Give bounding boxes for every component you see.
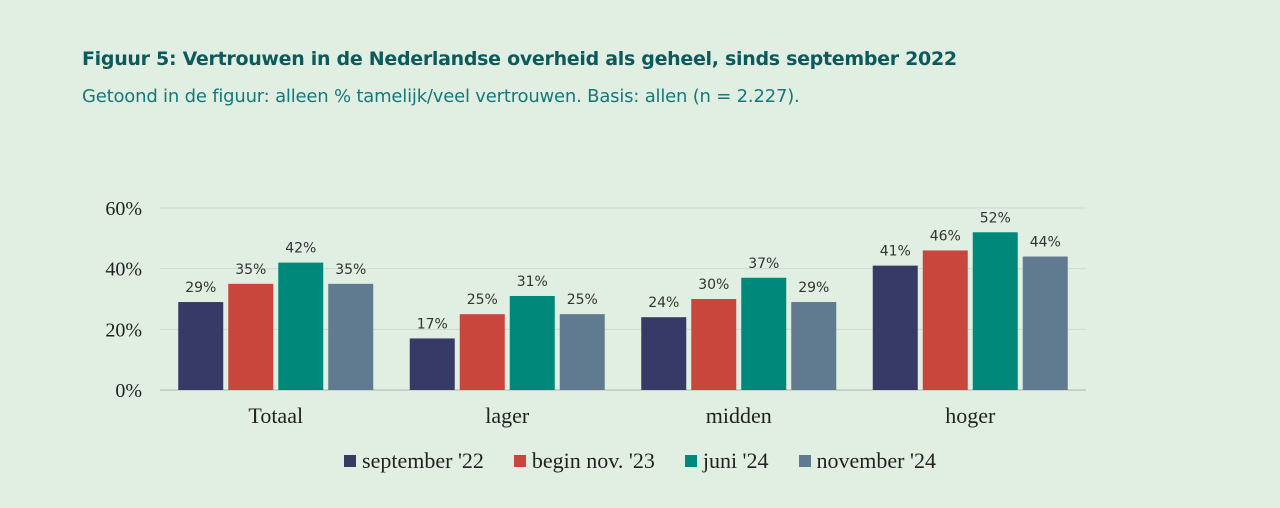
chart-subtitle: Getoond in de figuur: alleen % tamelijk/… <box>82 86 800 107</box>
x-tick-label: Totaal <box>248 403 303 428</box>
legend-swatch <box>798 455 811 467</box>
legend-item: september '22 <box>344 448 484 474</box>
data-label: 41% <box>880 244 911 260</box>
y-tick-label: 60% <box>105 198 142 220</box>
data-label: 42% <box>285 241 316 257</box>
y-tick-label: 40% <box>105 259 142 281</box>
bar <box>641 317 687 390</box>
data-label: 35% <box>235 262 266 278</box>
bar <box>872 265 918 390</box>
bar <box>691 299 737 390</box>
legend-label: juni '24 <box>702 448 769 473</box>
legend-label: september '22 <box>362 448 484 473</box>
x-tick-label: hoger <box>945 403 996 428</box>
bars <box>178 232 1068 390</box>
legend-item: juni '24 <box>684 448 769 474</box>
data-labels: 29% 35% 42% 35% 17% 25% 31% 25% 24% 30% 37% 29% 41% 4… <box>185 210 1061 332</box>
bar <box>741 277 787 390</box>
bar <box>409 338 455 390</box>
bar <box>509 295 555 390</box>
data-label: 24% <box>648 295 679 311</box>
bar <box>922 250 968 390</box>
legend-swatch <box>513 455 526 467</box>
chart-title: Figuur 5: Vertrouwen in de Nederlandse o… <box>82 48 957 70</box>
data-label: 29% <box>185 280 216 296</box>
data-label: 44% <box>1030 235 1061 251</box>
bar <box>278 262 324 390</box>
data-label: 31% <box>517 274 548 290</box>
x-axis-ticks: Totaal lager midden hoger <box>248 403 996 428</box>
data-label: 29% <box>798 280 829 296</box>
x-tick-label: midden <box>706 403 772 428</box>
bar <box>228 283 274 390</box>
bar <box>1022 256 1068 390</box>
data-label: 17% <box>417 316 448 332</box>
data-label: 25% <box>467 292 498 308</box>
legend-item: november '24 <box>798 448 936 474</box>
data-label: 30% <box>698 277 729 293</box>
bar-chart: 0% 20% 40% 60% 29% 35% 42% 35% 17% 25% 31% 25% 24% 3… <box>105 198 1086 428</box>
bar <box>459 314 505 390</box>
legend-swatch <box>684 455 697 467</box>
legend-label: begin nov. '23 <box>531 448 655 473</box>
y-axis-ticks: 0% 20% 40% 60% <box>105 198 142 402</box>
bar <box>559 314 605 390</box>
legend-swatch <box>344 455 357 467</box>
x-tick-label: lager <box>485 403 530 428</box>
legend: september '22 begin nov. '23 juni '24 novem… <box>0 448 1280 474</box>
data-label: 25% <box>567 292 598 308</box>
bar <box>791 302 837 390</box>
legend-item: begin nov. '23 <box>513 448 655 474</box>
y-tick-label: 0% <box>115 380 142 402</box>
data-label: 37% <box>748 256 779 272</box>
data-label: 46% <box>930 228 961 244</box>
bar <box>328 283 374 390</box>
bar <box>178 302 224 390</box>
legend-label: november '24 <box>816 448 936 473</box>
data-label: 52% <box>980 210 1011 226</box>
y-tick-label: 20% <box>105 319 142 341</box>
bar <box>972 232 1018 390</box>
data-label: 35% <box>335 262 366 278</box>
